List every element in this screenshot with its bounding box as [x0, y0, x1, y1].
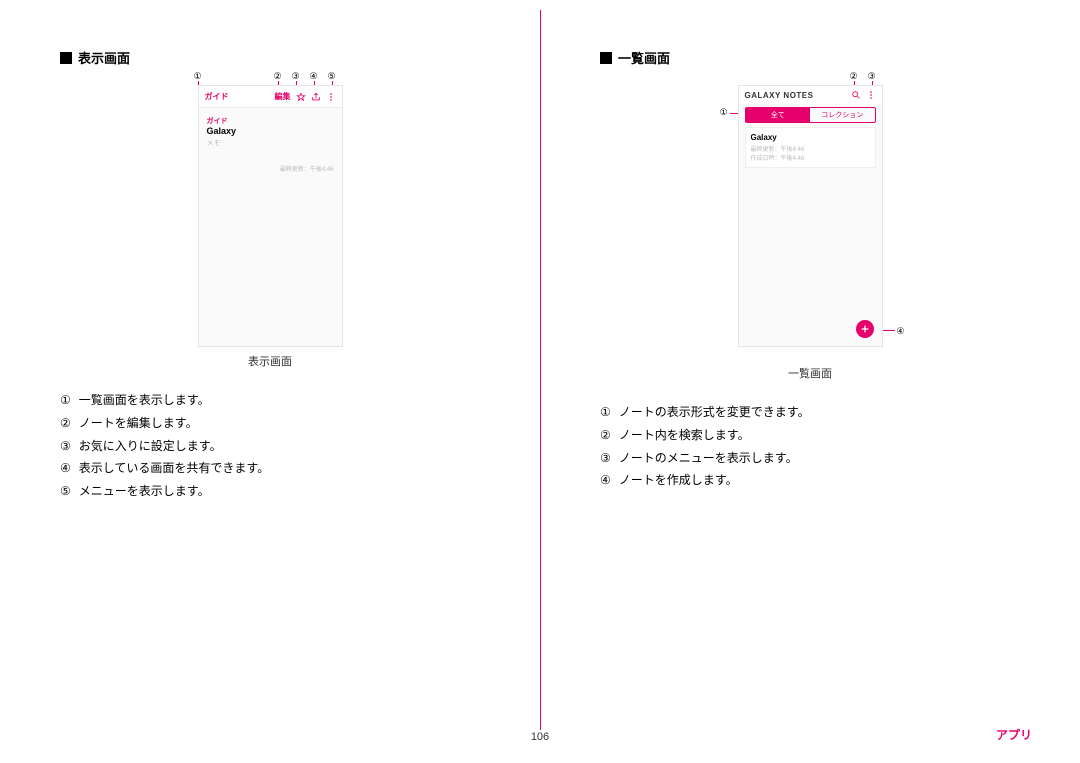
page-root: 表示画面 ① ② ③ ④ ⑤ ガイド 編集	[0, 0, 1080, 763]
footer-section-label: アプリ	[996, 726, 1032, 743]
right-marker-row-top: ② ③	[738, 71, 883, 85]
app-title: GALAXY NOTES	[745, 91, 814, 100]
right-column: 一覧画面 ② ③ ① ④ GALAXY NOTES	[540, 0, 1080, 763]
desc-num: ⑤	[60, 480, 71, 503]
right-screenshot: GALAXY NOTES 全て コレクション Galaxy 最終更新：午後4:4…	[738, 85, 883, 347]
desc-row: ① 一覧画面を表示します。	[60, 389, 480, 412]
desc-row: ③ お気に入りに設定します。	[60, 435, 480, 458]
page-number: 106	[0, 731, 1080, 743]
desc-text: ノートのメニューを表示します。	[619, 447, 798, 470]
edit-link[interactable]: 編集	[275, 91, 291, 102]
right-screenshot-wrap: ② ③ ① ④ GALAXY NOTES 全て	[738, 85, 883, 347]
right-heading: 一覧画面	[600, 48, 1020, 67]
left-caption: 表示画面	[60, 353, 480, 369]
desc-row: ② ノート内を検索します。	[600, 424, 1020, 447]
desc-text: お気に入りに設定します。	[79, 435, 222, 458]
toolbar-actions: 編集	[275, 91, 336, 102]
desc-num: ④	[60, 457, 71, 480]
favorite-icon[interactable]	[296, 92, 306, 102]
left-heading: 表示画面	[60, 48, 480, 67]
square-bullet-icon	[60, 52, 72, 64]
note-view-toolbar: ガイド 編集	[199, 86, 342, 108]
left-screenshot: ガイド 編集 ガイド Galaxy メモ 最終更新：午後4:46	[198, 85, 343, 347]
note-card[interactable]: Galaxy 最終更新：午後4:46 作成日時：午後4:46	[745, 127, 876, 168]
tab-collection[interactable]: コレクション	[810, 108, 875, 122]
list-actions	[851, 90, 876, 100]
square-bullet-icon	[600, 52, 612, 64]
desc-num: ②	[60, 412, 71, 435]
desc-num: ③	[60, 435, 71, 458]
menu-icon[interactable]	[326, 92, 336, 102]
share-icon[interactable]	[311, 92, 321, 102]
desc-text: 表示している画面を共有できます。	[79, 457, 269, 480]
note-view-body: ガイド Galaxy メモ 最終更新：午後4:46	[199, 108, 342, 181]
card-line1: 最終更新：午後4:46	[751, 144, 870, 153]
left-marker-row: ① ② ③ ④ ⑤	[198, 71, 343, 85]
desc-row: ④ 表示している画面を共有できます。	[60, 457, 480, 480]
desc-row: ② ノートを編集します。	[60, 412, 480, 435]
left-screenshot-wrap: ① ② ③ ④ ⑤ ガイド 編集	[198, 85, 343, 347]
desc-text: ノート内を検索します。	[619, 424, 750, 447]
desc-text: 一覧画面を表示します。	[79, 389, 210, 412]
list-tabs: 全て コレクション	[745, 107, 876, 123]
marker-4: ④	[896, 326, 904, 337]
create-note-fab[interactable]	[856, 320, 874, 338]
desc-num: ①	[60, 389, 71, 412]
left-descriptions: ① 一覧画面を表示します。 ② ノートを編集します。 ③ お気に入りに設定します。 ④…	[60, 389, 480, 503]
desc-num: ④	[600, 469, 611, 492]
desc-num: ③	[600, 447, 611, 470]
desc-text: ノートを編集します。	[79, 412, 198, 435]
note-category: ガイド	[207, 116, 334, 126]
right-caption: 一覧画面	[600, 365, 1020, 381]
desc-row: ⑤ メニューを表示します。	[60, 480, 480, 503]
desc-text: メニューを表示します。	[79, 480, 210, 503]
left-heading-text: 表示画面	[78, 51, 130, 66]
right-heading-text: 一覧画面	[618, 51, 670, 66]
desc-text: ノートを作成します。	[619, 469, 738, 492]
tab-all[interactable]: 全て	[746, 108, 811, 122]
desc-row: ① ノートの表示形式を変更できます。	[600, 401, 1020, 424]
marker-1: ①	[720, 107, 728, 118]
desc-num: ①	[600, 401, 611, 424]
desc-text: ノートの表示形式を変更できます。	[619, 401, 810, 424]
desc-num: ②	[600, 424, 611, 447]
desc-row: ③ ノートのメニューを表示します。	[600, 447, 1020, 470]
left-column: 表示画面 ① ② ③ ④ ⑤ ガイド 編集	[0, 0, 540, 763]
menu-icon[interactable]	[866, 90, 876, 100]
card-line2: 作成日時：午後4:46	[751, 153, 870, 162]
note-title: Galaxy	[207, 126, 334, 136]
callout-line-d	[881, 330, 895, 331]
card-title: Galaxy	[751, 133, 870, 142]
desc-row: ④ ノートを作成します。	[600, 469, 1020, 492]
search-icon[interactable]	[851, 90, 861, 100]
list-appbar: GALAXY NOTES	[739, 86, 882, 104]
note-timestamp: 最終更新：午後4:46	[207, 164, 334, 173]
note-body: メモ	[207, 138, 334, 148]
back-link[interactable]: ガイド	[205, 91, 229, 102]
right-descriptions: ① ノートの表示形式を変更できます。 ② ノート内を検索します。 ③ ノートのメニュー…	[600, 401, 1020, 492]
